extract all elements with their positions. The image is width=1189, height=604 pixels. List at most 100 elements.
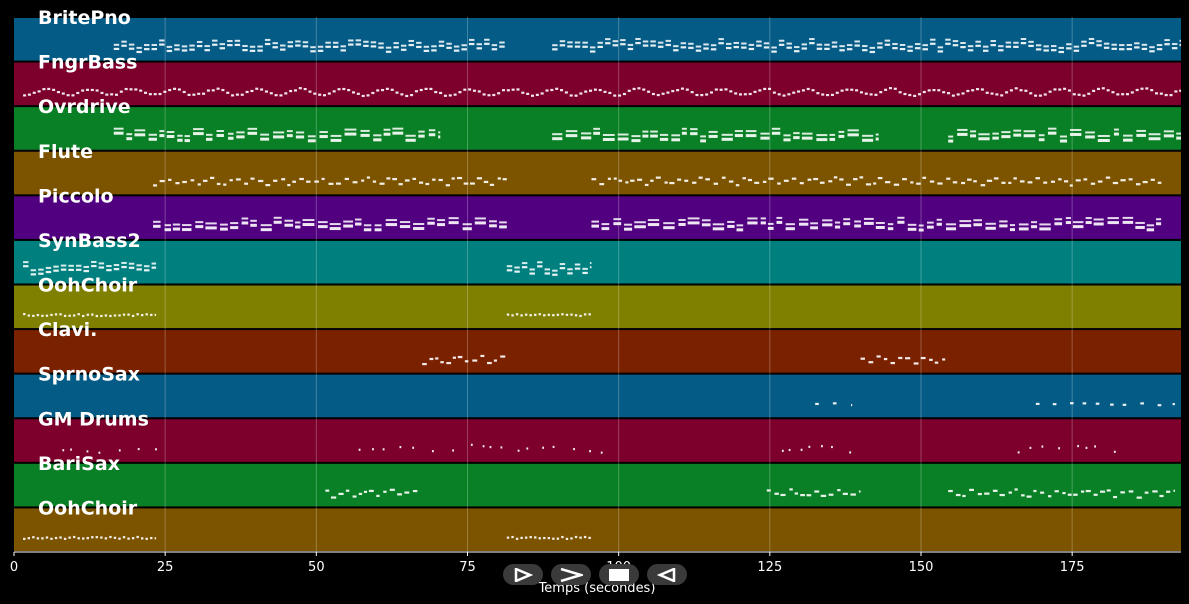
track-label: GM Drums [38, 408, 149, 430]
note [352, 91, 356, 94]
note [211, 89, 215, 92]
note [140, 314, 144, 317]
note [412, 446, 415, 449]
note [783, 179, 789, 182]
note [552, 44, 558, 47]
note [330, 134, 342, 137]
note [1149, 46, 1155, 49]
note [710, 48, 717, 51]
note [620, 39, 626, 42]
note [799, 182, 804, 185]
rewind-button[interactable] [647, 564, 687, 585]
note [1125, 93, 1129, 96]
note [63, 314, 67, 317]
note [942, 91, 946, 94]
note [588, 536, 591, 540]
note [53, 269, 59, 272]
note [385, 223, 398, 227]
note [1065, 221, 1071, 225]
note [671, 138, 681, 142]
x-tick-label: 175 [1060, 560, 1085, 575]
note [1088, 37, 1095, 40]
note [1027, 181, 1033, 184]
note [368, 489, 374, 493]
note [182, 90, 186, 94]
note [335, 182, 342, 185]
note [325, 489, 330, 492]
note [990, 40, 996, 43]
note [956, 93, 960, 96]
track-band [14, 240, 1181, 284]
note [392, 131, 404, 135]
note [1172, 403, 1175, 406]
note [1169, 93, 1173, 97]
note [129, 88, 133, 91]
note [511, 88, 515, 91]
note [295, 221, 301, 224]
note [38, 268, 44, 271]
note [869, 46, 876, 49]
note [1085, 446, 1088, 449]
note [601, 223, 610, 226]
note [1070, 128, 1082, 131]
note [489, 220, 497, 223]
note [159, 134, 165, 138]
note [801, 89, 805, 92]
note [75, 264, 82, 267]
note [776, 216, 783, 219]
note [1013, 177, 1017, 180]
note [273, 216, 282, 219]
note [470, 443, 473, 446]
note [801, 136, 813, 140]
note [1087, 92, 1091, 95]
note [343, 220, 354, 223]
note [446, 42, 452, 45]
note [926, 221, 934, 224]
note [605, 42, 611, 45]
note [476, 177, 483, 180]
note [617, 137, 629, 141]
note [229, 179, 233, 182]
note [220, 227, 228, 231]
note [666, 91, 670, 94]
note [1163, 130, 1174, 133]
note [514, 270, 520, 273]
note [140, 537, 144, 540]
note [1099, 490, 1106, 493]
note [725, 46, 732, 50]
note [584, 90, 588, 93]
note [1039, 227, 1051, 231]
note [583, 313, 587, 316]
stop-button[interactable] [599, 564, 639, 585]
note [318, 93, 322, 96]
note [781, 449, 784, 452]
note [153, 220, 161, 223]
note [966, 89, 970, 93]
note [942, 358, 946, 361]
note [583, 535, 587, 539]
note [618, 179, 623, 182]
note [72, 535, 76, 539]
note [1033, 489, 1037, 493]
note [1128, 490, 1134, 493]
note [526, 92, 530, 96]
play-from-start-button[interactable] [503, 564, 543, 585]
play-button[interactable] [551, 564, 591, 585]
note [68, 536, 71, 539]
note [385, 46, 392, 49]
note [1101, 87, 1105, 90]
note [499, 45, 505, 48]
note [1122, 220, 1134, 224]
note [729, 90, 733, 93]
x-tick-label: 50 [308, 560, 325, 575]
note [30, 269, 37, 272]
note [685, 88, 689, 91]
note [591, 224, 599, 228]
note [907, 45, 913, 48]
note [231, 94, 235, 97]
note [468, 88, 472, 91]
note [854, 44, 860, 47]
note [1050, 180, 1056, 183]
note [1018, 227, 1029, 231]
note [816, 134, 828, 137]
